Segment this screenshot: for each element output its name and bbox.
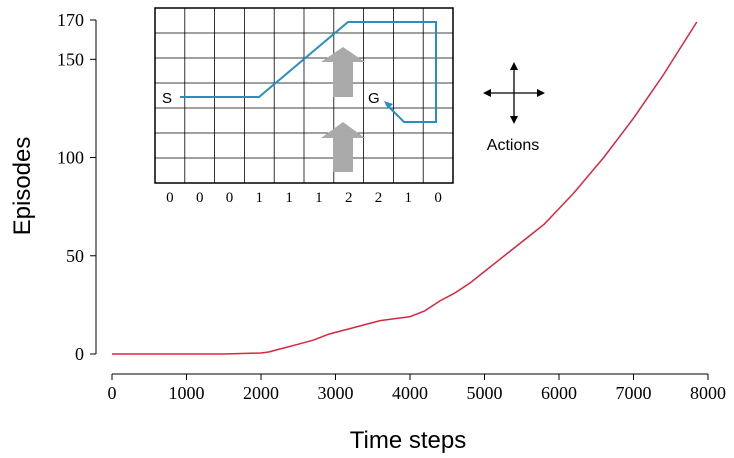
- x-tick-label: 1000: [169, 383, 205, 403]
- y-tick-label: 50: [66, 246, 84, 266]
- series-line: [112, 21, 698, 355]
- series-group: [112, 21, 698, 355]
- wind-strength-label: 0: [434, 190, 442, 206]
- wind-strength-label: 1: [256, 190, 264, 206]
- wind-arrow-upper: [321, 47, 365, 97]
- episode-path-arrowhead: [384, 101, 393, 109]
- x-tick-label: 8000: [690, 383, 726, 403]
- goal-label: G: [368, 90, 380, 107]
- x-tick-label: 7000: [616, 383, 652, 403]
- wind-strength-label: 1: [315, 190, 323, 206]
- y-tick-label: 150: [57, 49, 84, 69]
- start-label: S: [162, 90, 172, 107]
- wind-arrow-lower: [321, 122, 365, 172]
- wind-strength-label: 0: [226, 190, 234, 206]
- wind-strength-label: 1: [285, 190, 293, 206]
- wind-strength-label: 2: [345, 190, 353, 206]
- x-tick-label: 4000: [392, 383, 428, 403]
- x-tick-label: 3000: [318, 383, 354, 403]
- inset-grid-lines: [155, 8, 453, 183]
- x-tick-label: 6000: [541, 383, 577, 403]
- x-tick-label: 0: [108, 383, 117, 403]
- wind-strength-label: 2: [375, 190, 383, 206]
- gridworld-inset: S G 0 0 0 1 1 1 2 2 1 0: [154, 7, 454, 206]
- wind-strength-label: 1: [405, 190, 413, 206]
- wind-strength-labels: 0 0 0 1 1 1 2 2 1 0: [166, 190, 442, 206]
- wind-strength-label: 0: [166, 190, 174, 206]
- x-tick-label: 2000: [243, 383, 279, 403]
- actions-label: Actions: [487, 137, 539, 154]
- x-ticks: 0 1000 2000 3000 4000 5000 6000 7000 8000: [108, 374, 726, 403]
- y-tick-label: 100: [57, 148, 84, 168]
- y-tick-label: 170: [57, 10, 84, 30]
- wind-strength-label: 0: [196, 190, 204, 206]
- y-axis-label: Episodes: [9, 137, 36, 236]
- x-tick-label: 5000: [467, 383, 503, 403]
- x-axis-label: Time steps: [350, 427, 466, 454]
- y-ticks: 0 50 100 150 170: [57, 10, 96, 364]
- actions-compass-icon: [483, 62, 545, 124]
- y-tick-label: 0: [75, 344, 84, 364]
- episode-path: [180, 21, 437, 123]
